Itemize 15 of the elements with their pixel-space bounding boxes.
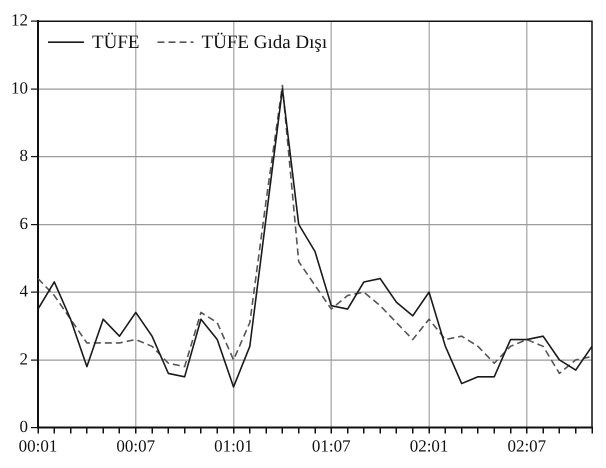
legend-label: TÜFE [92, 32, 140, 54]
x-tick-label: 01:07 [312, 436, 352, 456]
legend-label: TÜFE Gıda Dışı [202, 32, 328, 54]
x-tick-label: 02:07 [507, 436, 547, 456]
y-tick-label: 0 [20, 417, 28, 436]
y-tick-label: 4 [20, 282, 28, 301]
x-tick-label: 00:01 [18, 436, 58, 456]
y-tick-label: 2 [20, 349, 28, 368]
x-tick-label: 02:01 [410, 436, 448, 456]
y-tick-label: 12 [11, 10, 28, 30]
x-tick-label: 00:07 [116, 436, 156, 456]
y-tick-label: 6 [20, 214, 28, 233]
x-tick-label: 01:01 [214, 436, 253, 456]
y-tick-label: 8 [20, 146, 28, 166]
y-tick-label: 10 [11, 78, 28, 98]
